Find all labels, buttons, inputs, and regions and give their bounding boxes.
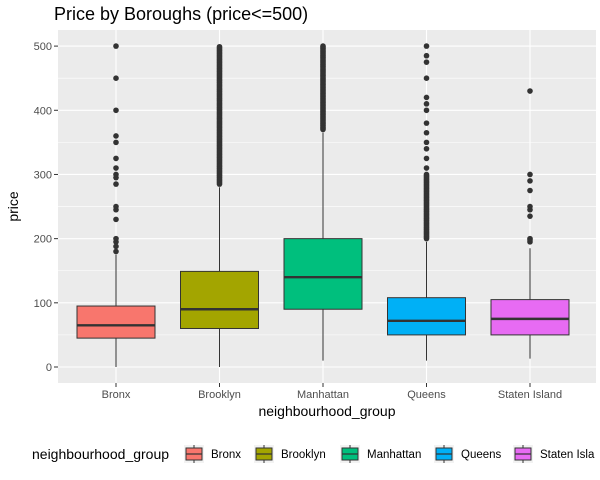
x-tick-label: Queens xyxy=(407,389,446,401)
outlier-point xyxy=(113,235,119,242)
outlier-point xyxy=(423,145,430,152)
outlier-point xyxy=(423,155,430,162)
legend-item-manhattan: Manhattan xyxy=(340,445,421,463)
outlier-point xyxy=(113,139,119,146)
chart-title: Price by Boroughs (price<=500) xyxy=(54,4,308,24)
iqr-box xyxy=(387,297,466,336)
y-axis-ticks: 0 100 200 300 400 500 xyxy=(34,41,58,374)
outlier-point xyxy=(113,165,119,171)
outlier-point xyxy=(113,216,119,223)
box-brooklyn xyxy=(180,43,259,367)
outlier-point xyxy=(113,203,119,210)
outlier-point xyxy=(423,59,430,65)
outlier-point xyxy=(527,203,533,210)
outlier-point xyxy=(113,248,119,255)
outlier-point xyxy=(527,187,533,194)
legend-label: Staten Isla xyxy=(540,449,595,461)
outlier-point xyxy=(423,43,430,49)
outlier-point xyxy=(423,107,430,114)
outlier-point xyxy=(423,75,430,81)
legend-label: Queens xyxy=(461,449,502,461)
x-tick-label: Manhattan xyxy=(297,389,349,401)
outlier-point xyxy=(113,75,119,81)
y-tick-label: 0 xyxy=(46,362,52,374)
legend-item-brooklyn: Brooklyn xyxy=(254,445,326,463)
legend-item-bronx: Bronx xyxy=(184,445,241,463)
outlier-point xyxy=(113,43,119,49)
box-bronx xyxy=(76,43,156,367)
outlier-point xyxy=(320,43,326,49)
y-tick-label: 400 xyxy=(34,105,52,117)
iqr-box xyxy=(180,270,259,329)
x-tick-label: Brooklyn xyxy=(198,389,241,401)
legend-item-staten-island: Staten Isla xyxy=(513,445,595,463)
outlier-point xyxy=(423,129,430,136)
outlier-point xyxy=(113,243,119,250)
x-axis-ticks: Bronx Brooklyn Manhattan Queens Staten Islan… xyxy=(102,383,562,401)
iqr-box xyxy=(283,238,363,310)
y-tick-label: 500 xyxy=(34,41,52,53)
y-tick-label: 100 xyxy=(34,298,52,310)
iqr-box xyxy=(76,305,156,339)
outlier-point xyxy=(113,107,119,114)
outlier-point xyxy=(423,52,430,59)
outlier-point xyxy=(527,171,533,178)
iqr-box xyxy=(490,299,570,336)
outlier-point xyxy=(423,171,430,178)
outlier-point xyxy=(113,171,119,178)
outlier-point xyxy=(113,155,119,162)
outlier-point xyxy=(423,165,430,171)
legend-title: neighbourhood_group xyxy=(32,446,169,462)
y-axis-title: price xyxy=(5,191,21,222)
legend-label: Manhattan xyxy=(367,449,421,461)
box-manhattan xyxy=(283,43,363,361)
outlier-point xyxy=(113,181,119,187)
outlier-point xyxy=(527,178,533,184)
x-axis-title: neighbourhood_group xyxy=(258,403,395,419)
outlier-point xyxy=(527,88,533,94)
box-staten-island xyxy=(490,88,570,359)
outlier-point xyxy=(527,213,533,219)
box-queens xyxy=(387,43,466,361)
outlier-point xyxy=(423,101,430,107)
outlier-point xyxy=(113,133,119,139)
outlier-point xyxy=(527,235,533,242)
boxplot-series xyxy=(76,43,570,367)
x-tick-label: Bronx xyxy=(102,389,131,401)
y-tick-label: 200 xyxy=(34,234,52,246)
x-tick-label: Staten Island xyxy=(498,389,562,401)
legend-label: Bronx xyxy=(211,449,241,461)
legend-item-queens: Queens xyxy=(434,445,502,463)
legend-label: Brooklyn xyxy=(281,449,326,461)
legend: neighbourhood_group Bronx Brooklyn Manhatt… xyxy=(32,445,595,463)
outlier-point xyxy=(423,94,430,101)
outlier-point xyxy=(423,120,430,126)
outlier-point xyxy=(216,43,223,50)
y-tick-label: 300 xyxy=(34,169,52,181)
outlier-point xyxy=(423,139,430,146)
